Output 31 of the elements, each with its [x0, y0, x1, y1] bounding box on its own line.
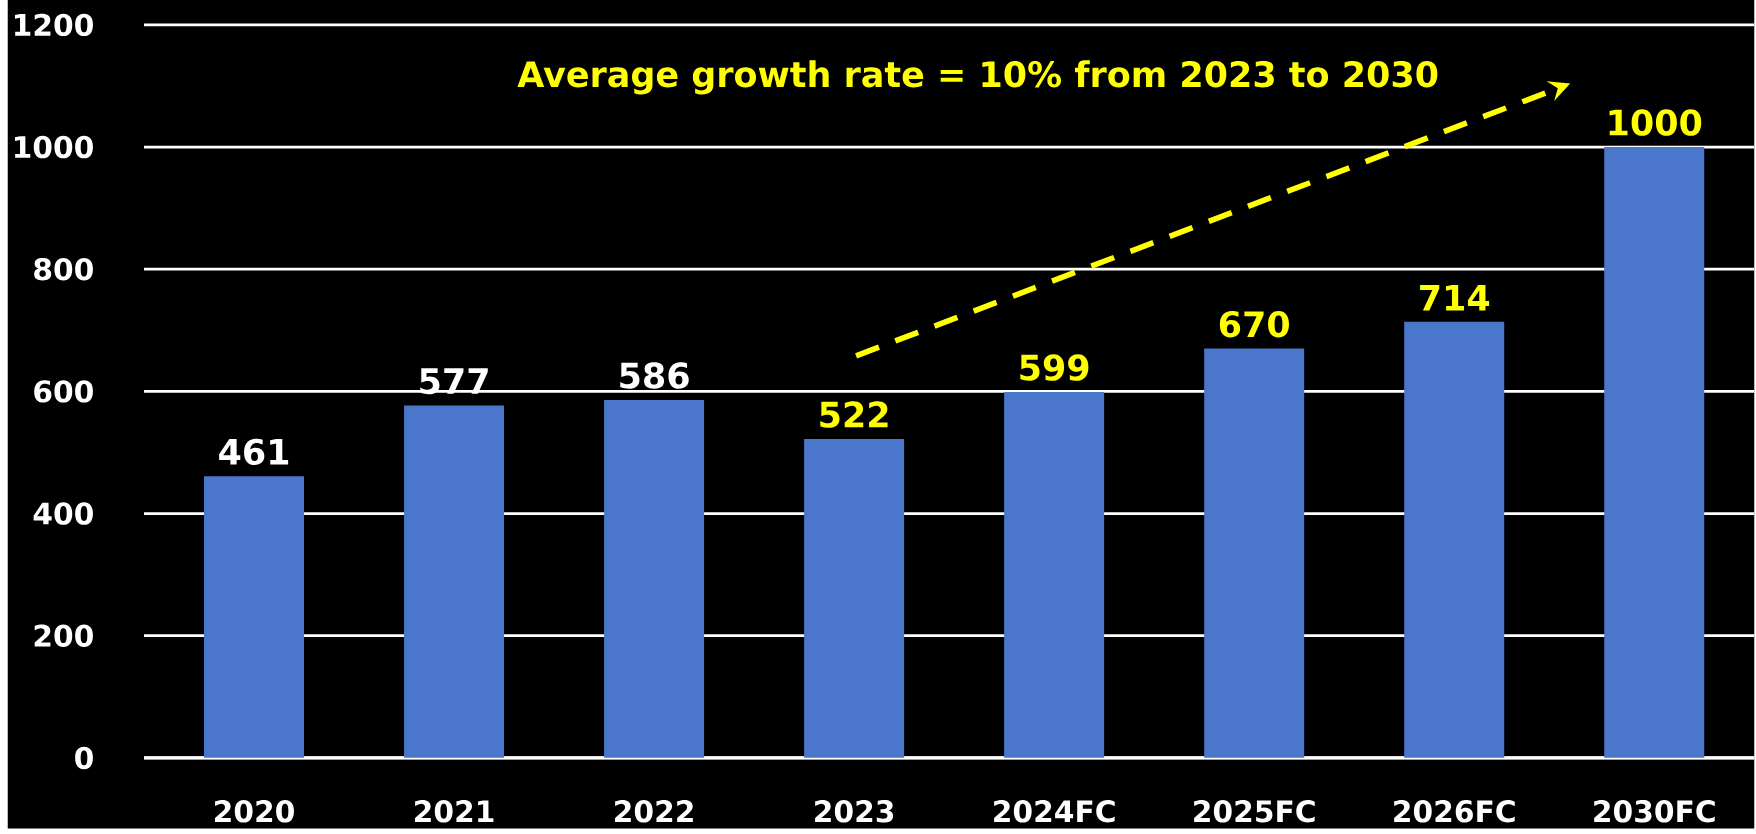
x-tick-label: 2022	[615, 799, 693, 823]
bar	[404, 405, 505, 758]
y-tick-label: 200	[34, 624, 93, 647]
y-tick-label: 400	[33, 502, 93, 525]
y-tick-label: 600	[34, 380, 93, 403]
annotation: Average growth rate = 10% from 2023 to 2030	[517, 60, 1438, 95]
y-tick-label: 0	[75, 746, 93, 770]
bar	[1404, 321, 1505, 758]
x-tick-label: 2021	[415, 799, 494, 823]
x-tick-label: 2026FC	[1394, 799, 1515, 823]
data-label: 599	[1020, 354, 1089, 381]
y-tick-label: 800	[34, 257, 93, 281]
bar	[1204, 348, 1305, 758]
bar	[204, 476, 305, 758]
x-tick-label: 2030FC	[1594, 799, 1715, 823]
data-label: 714	[1420, 284, 1490, 311]
data-label: 586	[620, 362, 689, 389]
x-tick-label: 2025FC	[1194, 799, 1315, 823]
y-tick-label: 1200	[15, 13, 93, 37]
x-tick-label: 2024FC	[994, 799, 1115, 823]
data-label: 461	[219, 438, 289, 465]
bar	[604, 399, 705, 758]
bar	[1604, 146, 1705, 758]
bar	[804, 438, 905, 758]
bar	[1004, 391, 1105, 758]
x-tick-label: 2023	[815, 799, 894, 823]
data-label: 1000	[1609, 109, 1702, 136]
x-tick-label: 2020	[215, 799, 294, 823]
y-tick-label: 1000	[15, 135, 93, 159]
data-label: 670	[1219, 310, 1289, 338]
data-label: 522	[820, 401, 888, 428]
